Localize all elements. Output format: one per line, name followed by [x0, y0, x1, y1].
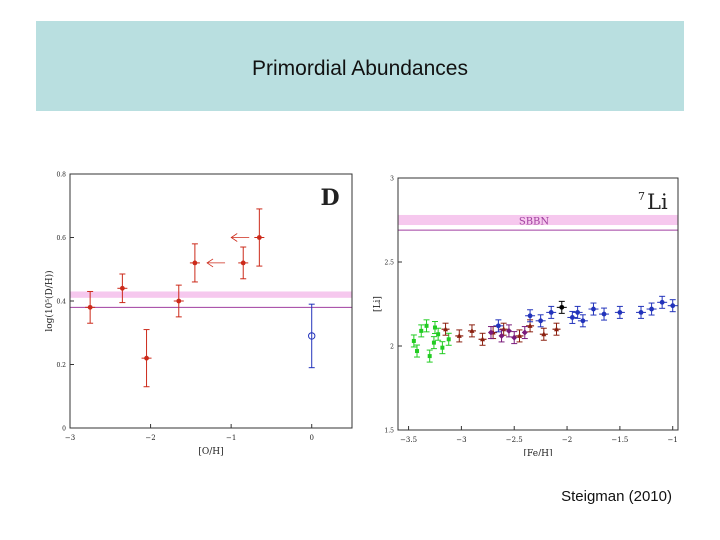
data-point: [559, 304, 565, 310]
x-tick-label: −1: [226, 434, 236, 442]
element-label-li: 7Li: [638, 190, 668, 214]
data-point: [553, 326, 559, 332]
data-point: [527, 322, 533, 328]
data-point: [659, 299, 665, 305]
y-tick-label: 2: [390, 344, 394, 351]
limit-arrow-head: [206, 258, 214, 268]
data-point: [446, 337, 451, 342]
data-point: [527, 313, 533, 319]
data-point: [256, 235, 262, 240]
slide-title: Primordial Abundances: [252, 57, 468, 80]
lithium-plot: −3.5 −3 −2.5 −2 −1.5 −1 1.5 2 2.5 3 [Fe/H] [Li] 7Li S…: [373, 176, 679, 456]
x-tick-label: −1: [668, 436, 678, 444]
data-point: [591, 306, 596, 312]
x-tick-label: −2.5: [506, 436, 523, 444]
data-point: [240, 260, 246, 266]
data-point: [541, 331, 547, 337]
data-point: [456, 332, 462, 338]
data-point: [308, 332, 316, 340]
data-point: [521, 329, 528, 336]
sbbn-band: [70, 291, 352, 298]
data-point: [569, 315, 575, 320]
isotope-superscript: 7: [638, 190, 645, 203]
deuterium-chart: −3 −2 −1 0 0 0.2 0.4 0.6 0.8 [O/H] log(10⁵(D/H)) D: [40, 160, 356, 456]
data-point: [517, 332, 523, 338]
data-point: [575, 310, 581, 315]
y-tick-label: 0.2: [56, 362, 66, 369]
lithium-chart: −3.5 −3 −2.5 −2 −1.5 −1 1.5 2 2.5 3 [Fe/H] [Li] 7Li S…: [364, 160, 688, 456]
data-point: [443, 326, 449, 332]
y-tick-label: 0.4: [56, 299, 66, 306]
data-point: [419, 328, 424, 333]
y-tick-label: 3: [390, 176, 394, 183]
x-tick-label: −3.5: [400, 436, 417, 444]
data-point: [670, 303, 676, 309]
data-point: [431, 340, 436, 345]
y-tick-label: 2.5: [384, 260, 394, 267]
x-tick-label: −1.5: [611, 436, 628, 444]
plot-frame: [397, 177, 679, 431]
x-tick-label: −2: [562, 436, 572, 444]
data-point: [432, 325, 437, 330]
x-tick-label: −3: [65, 434, 75, 442]
citation-credit: Steigman (2010): [561, 488, 672, 505]
data-point: [505, 327, 512, 334]
plot-frame: [69, 173, 353, 429]
data-point: [601, 311, 607, 317]
data-point: [144, 355, 149, 361]
y-tick-label: 1.5: [384, 428, 394, 435]
data-point: [580, 318, 586, 324]
x-tick-label: −3: [456, 436, 466, 444]
data-point: [548, 310, 554, 315]
data-point: [436, 332, 441, 337]
data-point: [424, 323, 429, 328]
data-point: [192, 260, 198, 266]
x-tick-label: −2: [145, 434, 155, 442]
limit-arrow-head: [230, 233, 238, 242]
data-point: [415, 349, 420, 354]
data-point: [617, 310, 623, 315]
data-point: [638, 310, 644, 315]
data-point: [469, 327, 475, 333]
x-axis-label: [O/H]: [198, 447, 223, 456]
element-label-d: D: [320, 185, 339, 211]
data-point: [176, 298, 182, 304]
data-point: [119, 285, 125, 291]
data-point: [480, 336, 486, 342]
x-axis-label: [Fe/H]: [524, 449, 553, 456]
deuterium-plot: −3 −2 −1 0 0 0.2 0.4 0.6 0.8 [O/H] log(10⁵(D/H)) D: [44, 172, 353, 456]
y-axis-label: log(10⁵(D/H)): [44, 270, 55, 331]
data-point: [649, 306, 654, 312]
data-point: [511, 334, 518, 341]
data-point: [498, 332, 505, 339]
data-point: [411, 338, 416, 343]
sbbn-label: SBBN: [519, 217, 550, 228]
sbbn-band: [398, 214, 678, 226]
y-axis-label: [Li]: [373, 296, 383, 312]
data-point: [427, 354, 432, 359]
x-tick-label: 0: [309, 434, 313, 442]
data-point: [440, 345, 445, 350]
y-tick-label: 0: [62, 426, 66, 433]
data-point: [487, 329, 494, 336]
data-point: [538, 318, 544, 324]
isotope-name: Li: [647, 190, 668, 214]
data-point: [495, 323, 501, 329]
title-band: Primordial Abundances: [36, 21, 684, 111]
y-tick-label: 0.8: [56, 172, 66, 179]
y-tick-label: 0.6: [56, 235, 66, 242]
data-point: [87, 304, 93, 310]
